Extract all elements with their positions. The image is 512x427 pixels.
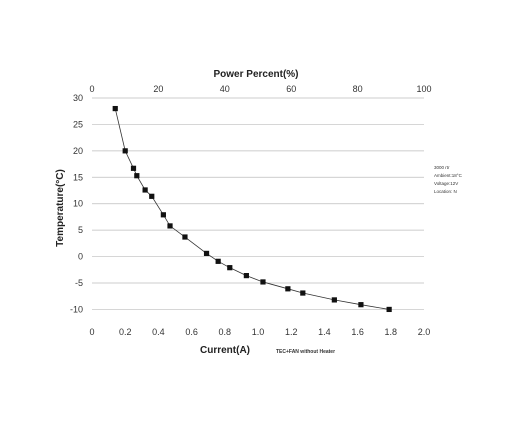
x-tick-label: 1.6 — [351, 327, 364, 337]
data-point — [112, 105, 118, 112]
x-tick-label: 0 — [89, 327, 94, 337]
gridlines — [92, 97, 424, 310]
y-tick-label: 15 — [73, 172, 83, 182]
data-point — [260, 279, 266, 285]
y-tick-label: -5 — [75, 278, 83, 288]
annotation-location: Location: N — [434, 189, 457, 194]
data-point — [331, 297, 337, 303]
y-axis: 30 25 20 15 10 5 0 -5 -10 — [70, 93, 83, 314]
data-point — [130, 165, 137, 171]
y-tick-label: 10 — [73, 199, 83, 209]
annotation-block: 3000 rtr Ambient:18°C Voltage:12V Locati… — [434, 165, 463, 194]
annotation-voltage: Voltage:12V — [434, 181, 458, 186]
top-tick-label: 60 — [286, 84, 296, 94]
data-point — [182, 234, 188, 240]
x-tick-label: 1.2 — [285, 327, 298, 337]
x-tick-label: 0.6 — [185, 327, 198, 337]
top-tick-label: 100 — [416, 84, 431, 94]
data-point — [149, 193, 155, 199]
y-tick-label: -10 — [70, 304, 83, 314]
data-point — [122, 148, 128, 154]
annotation-ambient: Ambient:18°C — [434, 173, 463, 178]
data-point — [285, 286, 291, 292]
x-tick-label: 0.4 — [152, 327, 165, 337]
x-tick-label: 2.0 — [418, 327, 431, 337]
data-point — [134, 173, 140, 179]
series-line-path — [114, 108, 390, 310]
data-point — [167, 223, 173, 229]
x-tick-label: 0.2 — [119, 327, 132, 337]
y-tick-label: 30 — [73, 93, 83, 103]
top-axis: 0 20 40 60 80 100 — [89, 84, 431, 94]
data-point — [243, 273, 249, 279]
top-tick-label: 40 — [220, 84, 230, 94]
top-axis-title: Power Percent(%) — [213, 69, 298, 80]
top-tick-label: 0 — [89, 84, 94, 94]
data-point — [215, 258, 221, 264]
x-tick-label: 1.4 — [318, 327, 331, 337]
data-point — [160, 212, 166, 218]
x-axis-note: TEC+FAN without Heater — [276, 349, 335, 355]
x-tick-label: 0.8 — [219, 327, 232, 337]
y-tick-label: 25 — [73, 119, 83, 129]
x-tick-label: 1.8 — [385, 327, 398, 337]
top-tick-label: 20 — [153, 84, 163, 94]
data-point — [386, 306, 392, 313]
y-tick-label: 5 — [78, 225, 83, 235]
x-axis: 0 0.2 0.4 0.6 0.8 1.0 1.2 1.4 1.6 1.8 2.0 — [89, 327, 430, 337]
x-tick-label: 1.0 — [252, 327, 265, 337]
data-point — [358, 302, 364, 308]
y-tick-label: 20 — [73, 146, 83, 156]
x-axis-title: Current(A) — [200, 345, 250, 356]
data-point — [227, 265, 233, 271]
top-tick-label: 80 — [353, 84, 363, 94]
series-line — [114, 108, 390, 310]
data-points — [112, 105, 392, 313]
data-point — [142, 187, 148, 193]
y-tick-label: 0 — [78, 252, 83, 262]
y-axis-title: Temperature(°C) — [55, 169, 66, 247]
annotation-speed: 3000 rtr — [434, 165, 450, 170]
data-point — [203, 250, 210, 256]
data-point — [300, 290, 306, 296]
